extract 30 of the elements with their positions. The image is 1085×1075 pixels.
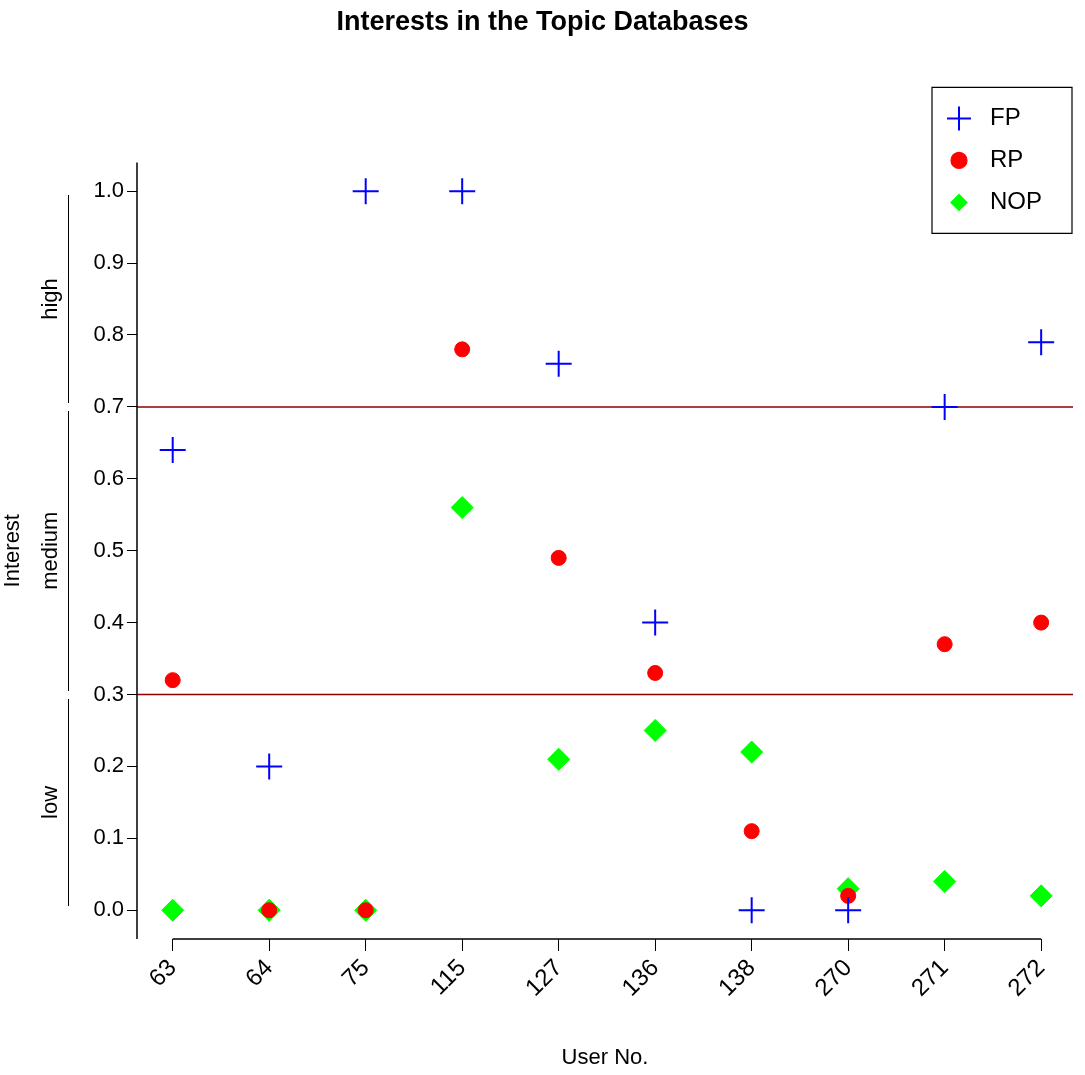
x-tick-label: 136 — [615, 953, 664, 1001]
x-tick-label: 271 — [905, 953, 953, 1001]
y-tick-label: 0.8 — [93, 321, 124, 347]
text: low — [37, 785, 63, 819]
x-tick-label: 270 — [808, 953, 857, 1001]
text: medium — [37, 511, 63, 590]
x-tick-label: 272 — [1001, 953, 1050, 1001]
x-tick-label: 64 — [239, 953, 278, 992]
text: high — [37, 278, 63, 320]
y-tick-label: 0.5 — [93, 536, 124, 562]
y-tick-label: 0.4 — [93, 608, 124, 634]
x-tick-label: 63 — [142, 953, 181, 992]
x-tick-label: 115 — [424, 953, 471, 1000]
y-tick-label: 0.6 — [93, 464, 124, 490]
y-tick-label: 0.2 — [93, 752, 124, 778]
x-tick-label: 127 — [519, 953, 567, 1001]
x-axis-title: User No. — [561, 1043, 649, 1069]
y-tick-label: 0.9 — [93, 249, 124, 275]
x-tick-label: 75 — [335, 953, 374, 992]
y-tick-label: 1.0 — [93, 177, 124, 203]
y-tick-label: 0.0 — [93, 896, 124, 922]
y-tick-label: 0.7 — [93, 392, 124, 418]
y-tick-label: 0.1 — [93, 824, 124, 850]
y-tick-label: 0.3 — [93, 680, 124, 706]
x-tick-label: 138 — [712, 953, 760, 1001]
legend-label: RP — [990, 145, 1024, 173]
y-axis-title: Interest — [0, 514, 25, 588]
chart-title: Interests in the Topic Databases — [336, 5, 749, 36]
legend-label: NOP — [990, 187, 1043, 215]
legend-label: FP — [990, 103, 1021, 131]
